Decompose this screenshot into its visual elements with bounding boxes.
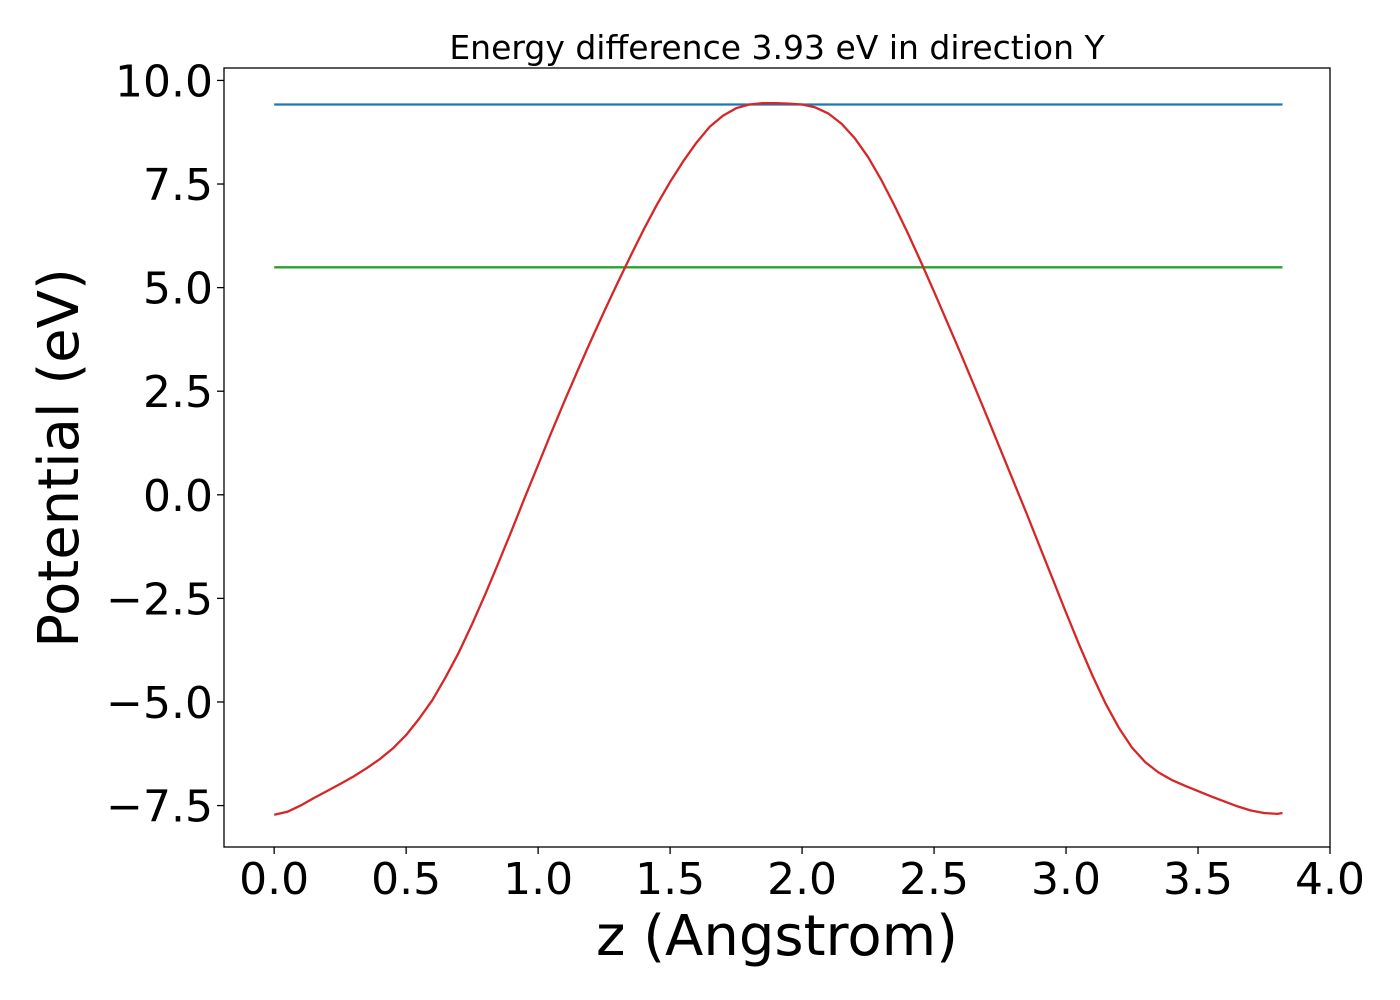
- chart-title: Energy difference 3.93 eV in direction Y: [449, 28, 1105, 67]
- y-tick-label: 7.5: [143, 160, 213, 211]
- y-tick-label: −2.5: [106, 574, 213, 625]
- x-axis-ticks: 0.0 0.5 1.0 1.5 2.0 2.5 3.0 3.5 4.0: [239, 847, 1365, 905]
- x-tick-label: 2.0: [767, 854, 837, 905]
- y-tick-label: 2.5: [143, 367, 213, 418]
- x-tick-label: 1.0: [503, 854, 573, 905]
- y-axis-label: Potential (eV): [27, 268, 92, 648]
- x-tick-label: 4.0: [1295, 854, 1365, 905]
- x-tick-label: 1.5: [635, 854, 705, 905]
- y-tick-label: −7.5: [106, 782, 213, 833]
- x-tick-label: 0.5: [371, 854, 441, 905]
- x-tick-label: 0.0: [239, 854, 309, 905]
- y-tick-label: −5.0: [106, 678, 213, 729]
- x-tick-label: 2.5: [899, 854, 969, 905]
- plot-area: [223, 67, 1331, 848]
- series-layer: [273, 102, 1283, 816]
- x-axis-label: z (Angstrom): [596, 904, 958, 969]
- series-line-2: [273, 102, 1283, 816]
- x-tick-label: 3.0: [1031, 854, 1101, 905]
- y-tick-label: 0.0: [143, 471, 213, 522]
- x-tick-label: 3.5: [1163, 854, 1233, 905]
- plot-frame: [223, 67, 1331, 848]
- y-axis-ticks: −7.5 −5.0 −2.5 0.0 2.5 5.0 7.5 10.0: [106, 56, 224, 833]
- y-tick-label: 10.0: [115, 56, 213, 107]
- y-tick-label: 5.0: [143, 264, 213, 315]
